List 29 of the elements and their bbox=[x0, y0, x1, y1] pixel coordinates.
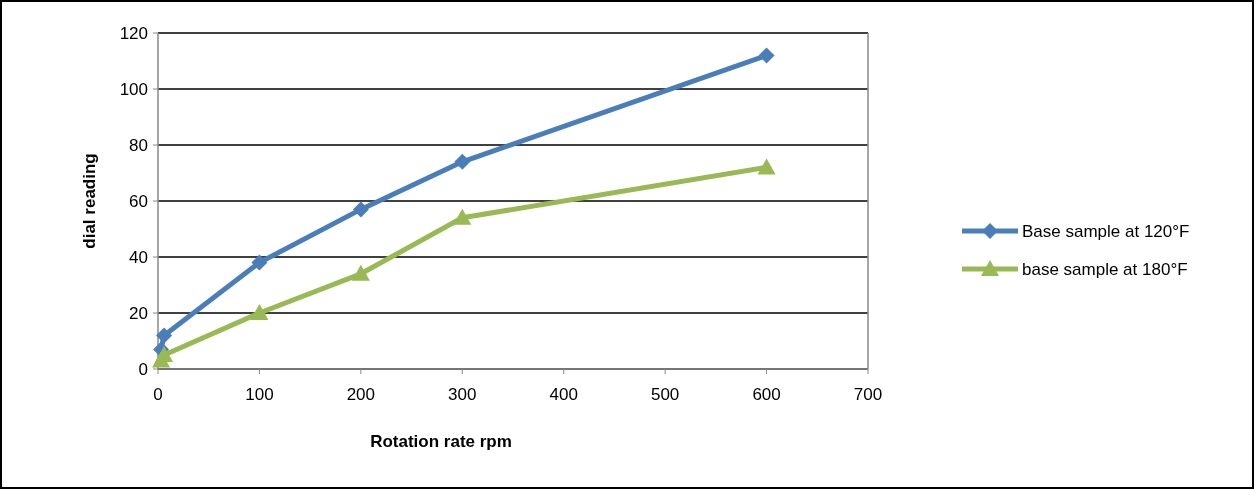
point bbox=[352, 201, 369, 218]
y-tick-label: 20 bbox=[129, 303, 148, 323]
x-tick-label: 100 bbox=[245, 385, 274, 404]
point bbox=[757, 158, 776, 175]
y-tick-label: 40 bbox=[129, 247, 148, 267]
x-tick-label: 0 bbox=[153, 385, 163, 404]
point bbox=[250, 304, 269, 320]
x-tick-label: 500 bbox=[650, 385, 680, 404]
x-tick-label: 600 bbox=[752, 385, 781, 404]
y-tick-label: 80 bbox=[129, 135, 148, 155]
y-axis-title: dial reading bbox=[80, 153, 99, 249]
y-tick-label: 120 bbox=[119, 23, 148, 43]
x-tick-label: 700 bbox=[853, 385, 883, 404]
point bbox=[758, 47, 775, 64]
y-tick-label: 60 bbox=[129, 191, 148, 211]
x-tick-label: 200 bbox=[346, 385, 376, 404]
point bbox=[251, 254, 268, 271]
point bbox=[156, 327, 173, 344]
point bbox=[155, 346, 174, 362]
y-tick-label: 100 bbox=[119, 79, 148, 99]
y-tick-label: 0 bbox=[138, 359, 148, 379]
x-tick-label: 400 bbox=[549, 385, 578, 404]
x-axis-title: Rotation rate rpm bbox=[370, 432, 512, 451]
point bbox=[453, 208, 472, 225]
point bbox=[454, 153, 471, 170]
point bbox=[351, 264, 370, 281]
legend-label: Base sample at 120°F bbox=[1022, 221, 1190, 241]
legend-label: base sample at 180°F bbox=[1022, 259, 1188, 279]
x-tick-label: 300 bbox=[448, 385, 477, 404]
